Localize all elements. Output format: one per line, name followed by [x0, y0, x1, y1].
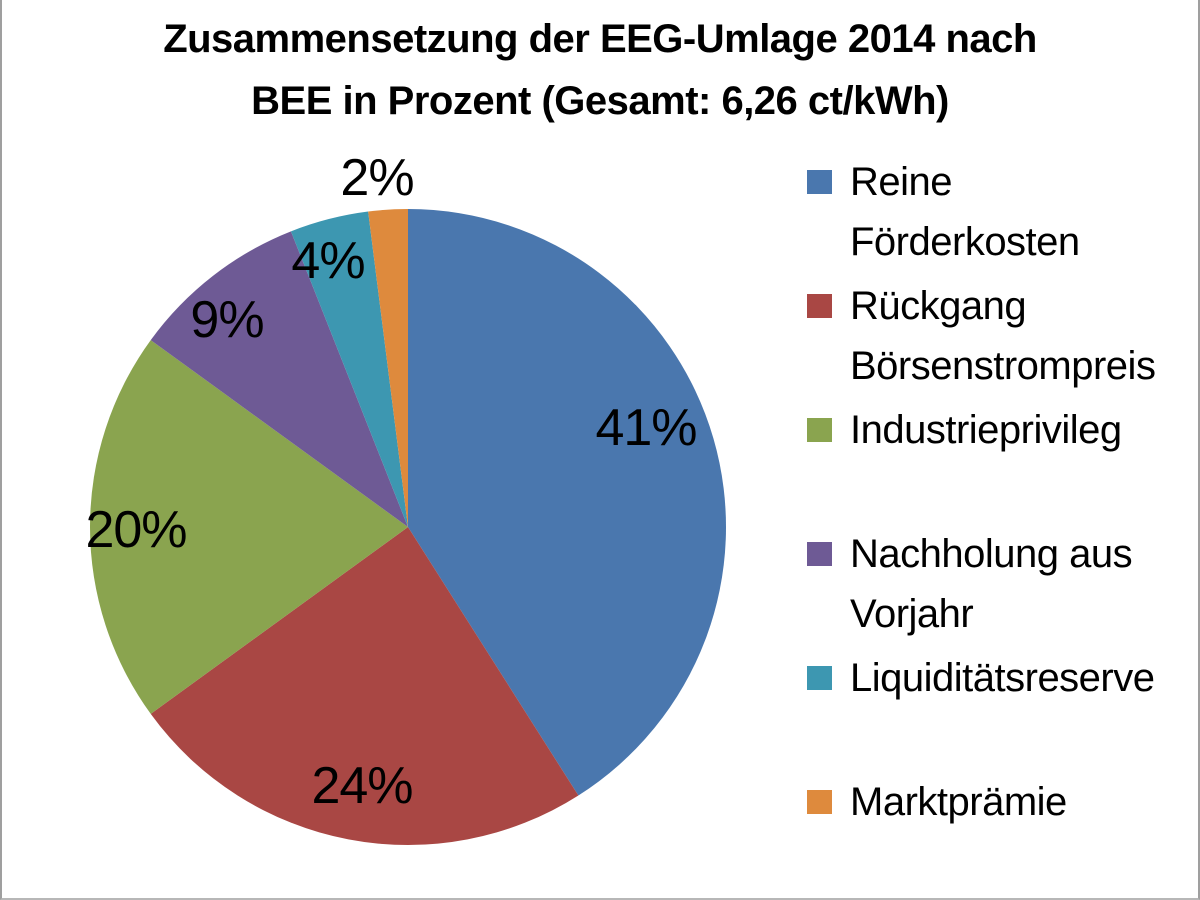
legend-item-2: Rückgang Börsenstrompreis [807, 276, 1156, 396]
chart-title-line2: BEE in Prozent (Gesamt: 6,26 ct/kWh) [251, 79, 949, 123]
legend-item-label: Liquiditätsreserve [850, 648, 1155, 708]
legend-swatch-icon [807, 418, 832, 442]
chart-title: Zusammensetzung der EEG-Umlage 2014 nach… [2, 8, 1198, 132]
legend-swatch-icon [807, 790, 832, 814]
legend-label-line: Förderkosten [850, 220, 1080, 264]
legend-label-line: Börsenstrompreis [850, 344, 1156, 388]
pie-slice-5 [290, 211, 408, 527]
pie-slice-3 [89, 340, 408, 714]
legend-label-line: Reine [850, 160, 953, 204]
legend-item-1: Reine Förderkosten [807, 152, 1080, 272]
legend-swatch-icon [807, 170, 832, 194]
pie-slice-2 [150, 527, 579, 846]
chart-title-line1: Zusammensetzung der EEG-Umlage 2014 nach [163, 17, 1037, 61]
legend: Reine Förderkosten Rückgang Börsenstromprei… [807, 0, 1197, 900]
pie-slice-6 [368, 209, 408, 527]
legend-item-label: Nachholung aus Vorjahr [850, 524, 1133, 644]
legend-item-label: Marktprämie [850, 772, 1067, 832]
legend-label-line: Rückgang [850, 284, 1027, 328]
legend-item-3: Industrieprivileg [807, 400, 1122, 460]
legend-item-4: Nachholung aus Vorjahr [807, 524, 1133, 644]
pie-slice-1 [408, 209, 727, 796]
legend-item-label: Industrieprivileg [850, 400, 1122, 460]
legend-label-line: Vorjahr [850, 592, 974, 636]
legend-label-line: Liquiditätsreserve [850, 656, 1155, 700]
legend-item-6: Marktprämie [807, 772, 1067, 832]
legend-swatch-icon [807, 294, 832, 318]
legend-swatch-icon [807, 542, 832, 566]
legend-label-line: Nachholung aus [850, 532, 1133, 576]
legend-item-label: Reine Förderkosten [850, 152, 1080, 272]
legend-item-5: Liquiditätsreserve [807, 648, 1155, 708]
legend-swatch-icon [807, 666, 832, 690]
pie-slice-4 [150, 231, 409, 527]
legend-label-line: Industrieprivileg [850, 408, 1122, 452]
legend-item-label: Rückgang Börsenstrompreis [850, 276, 1156, 396]
legend-label-line: Marktprämie [850, 780, 1067, 824]
